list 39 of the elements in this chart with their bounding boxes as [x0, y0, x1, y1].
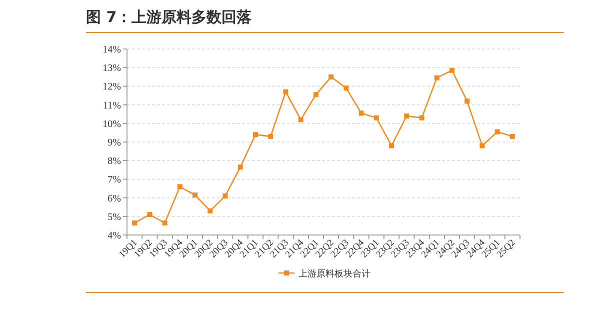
legend-label: 上游原料板块合计	[298, 268, 370, 280]
point	[252, 132, 258, 138]
point	[419, 115, 424, 120]
point	[192, 192, 198, 198]
y-tick-label: 7%	[108, 174, 121, 186]
point	[480, 143, 485, 148]
point	[494, 129, 500, 134]
point	[177, 184, 182, 190]
chart-title: 图 7：上游原料多数回落	[86, 8, 564, 33]
y-tick-label: 10%	[102, 118, 121, 130]
point	[404, 113, 410, 118]
y-tick-label: 13%	[102, 63, 121, 74]
point	[464, 98, 470, 104]
y-tick-label: 9%	[108, 138, 121, 148]
y-tick-label: 12%	[102, 82, 121, 93]
point	[238, 164, 243, 170]
point	[449, 68, 454, 73]
point	[162, 220, 168, 226]
y-tick-label: 8%	[108, 156, 121, 168]
point	[132, 220, 138, 226]
y-tick-label: 5%	[108, 212, 121, 223]
y-tick-label: 14%	[102, 44, 121, 56]
point	[389, 143, 394, 148]
point	[268, 134, 274, 139]
point	[313, 92, 318, 98]
y-tick-label: 4%	[108, 230, 121, 242]
point	[510, 134, 515, 139]
point	[283, 89, 288, 94]
point	[147, 212, 152, 218]
point	[374, 115, 379, 120]
y-tick-label: 6%	[108, 193, 121, 204]
point	[434, 75, 440, 80]
point	[222, 193, 228, 198]
point	[298, 117, 304, 122]
point	[344, 86, 349, 91]
point	[208, 208, 213, 214]
point	[358, 110, 364, 116]
y-tick-label: 11%	[103, 100, 121, 112]
point	[328, 74, 334, 80]
